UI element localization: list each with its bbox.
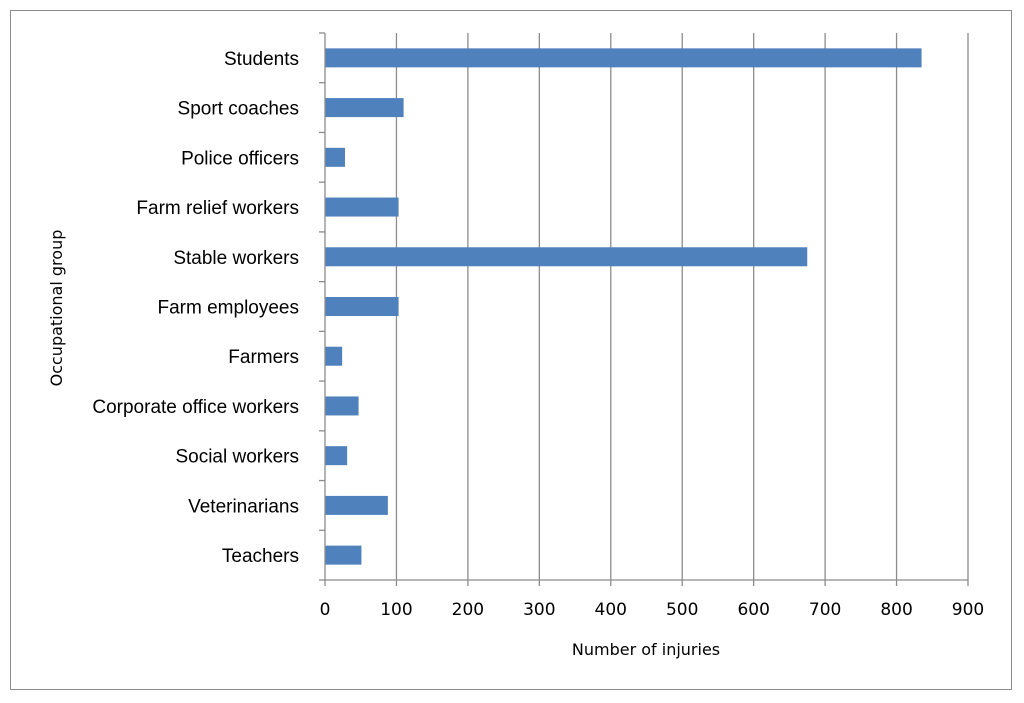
category-label: Farm employees bbox=[158, 298, 300, 319]
bar bbox=[325, 147, 346, 167]
x-tick-label: 700 bbox=[809, 600, 841, 620]
x-tick-label: 800 bbox=[880, 600, 912, 620]
category-label: Farm relief workers bbox=[136, 198, 299, 219]
category-label: Corporate office workers bbox=[92, 397, 299, 418]
bar bbox=[325, 197, 399, 217]
category-label: Police officers bbox=[181, 148, 299, 169]
category-label: Veterinarians bbox=[188, 496, 299, 517]
category-label: Sport coaches bbox=[178, 99, 299, 120]
x-tick-label: 600 bbox=[737, 600, 769, 620]
bars bbox=[325, 48, 922, 565]
category-labels: Students Sport coaches Police officers Farm… bbox=[92, 49, 299, 567]
chart-frame bbox=[10, 10, 1012, 690]
bar bbox=[325, 446, 348, 466]
x-tick-label: 300 bbox=[523, 600, 555, 620]
x-axis-title: Number of injuries bbox=[572, 640, 720, 659]
bar bbox=[325, 297, 399, 316]
x-tick-label: 0 bbox=[320, 600, 331, 620]
gridlines bbox=[395, 33, 969, 580]
y-axis-title: Occupational group bbox=[47, 230, 66, 387]
bar bbox=[325, 346, 343, 366]
bar bbox=[325, 98, 404, 118]
tick-labels: 0 100 200 300 400 500 600 700 800 900 bbox=[320, 600, 985, 620]
x-tick-label: 500 bbox=[666, 600, 698, 620]
x-tick-label: 400 bbox=[595, 600, 627, 620]
category-label: Social workers bbox=[175, 447, 299, 468]
category-label: Teachers bbox=[222, 546, 299, 567]
bar bbox=[325, 545, 362, 565]
category-label: Stable workers bbox=[173, 248, 299, 269]
x-tick-label: 200 bbox=[452, 600, 484, 620]
bar bbox=[325, 247, 808, 267]
bar bbox=[325, 48, 922, 68]
category-label: Farmers bbox=[228, 347, 299, 368]
category-label: Students bbox=[224, 49, 299, 70]
bar bbox=[325, 396, 359, 416]
axes bbox=[319, 32, 969, 586]
x-tick-label: 900 bbox=[952, 600, 984, 620]
bar bbox=[325, 495, 388, 515]
x-tick-label: 100 bbox=[380, 600, 412, 620]
